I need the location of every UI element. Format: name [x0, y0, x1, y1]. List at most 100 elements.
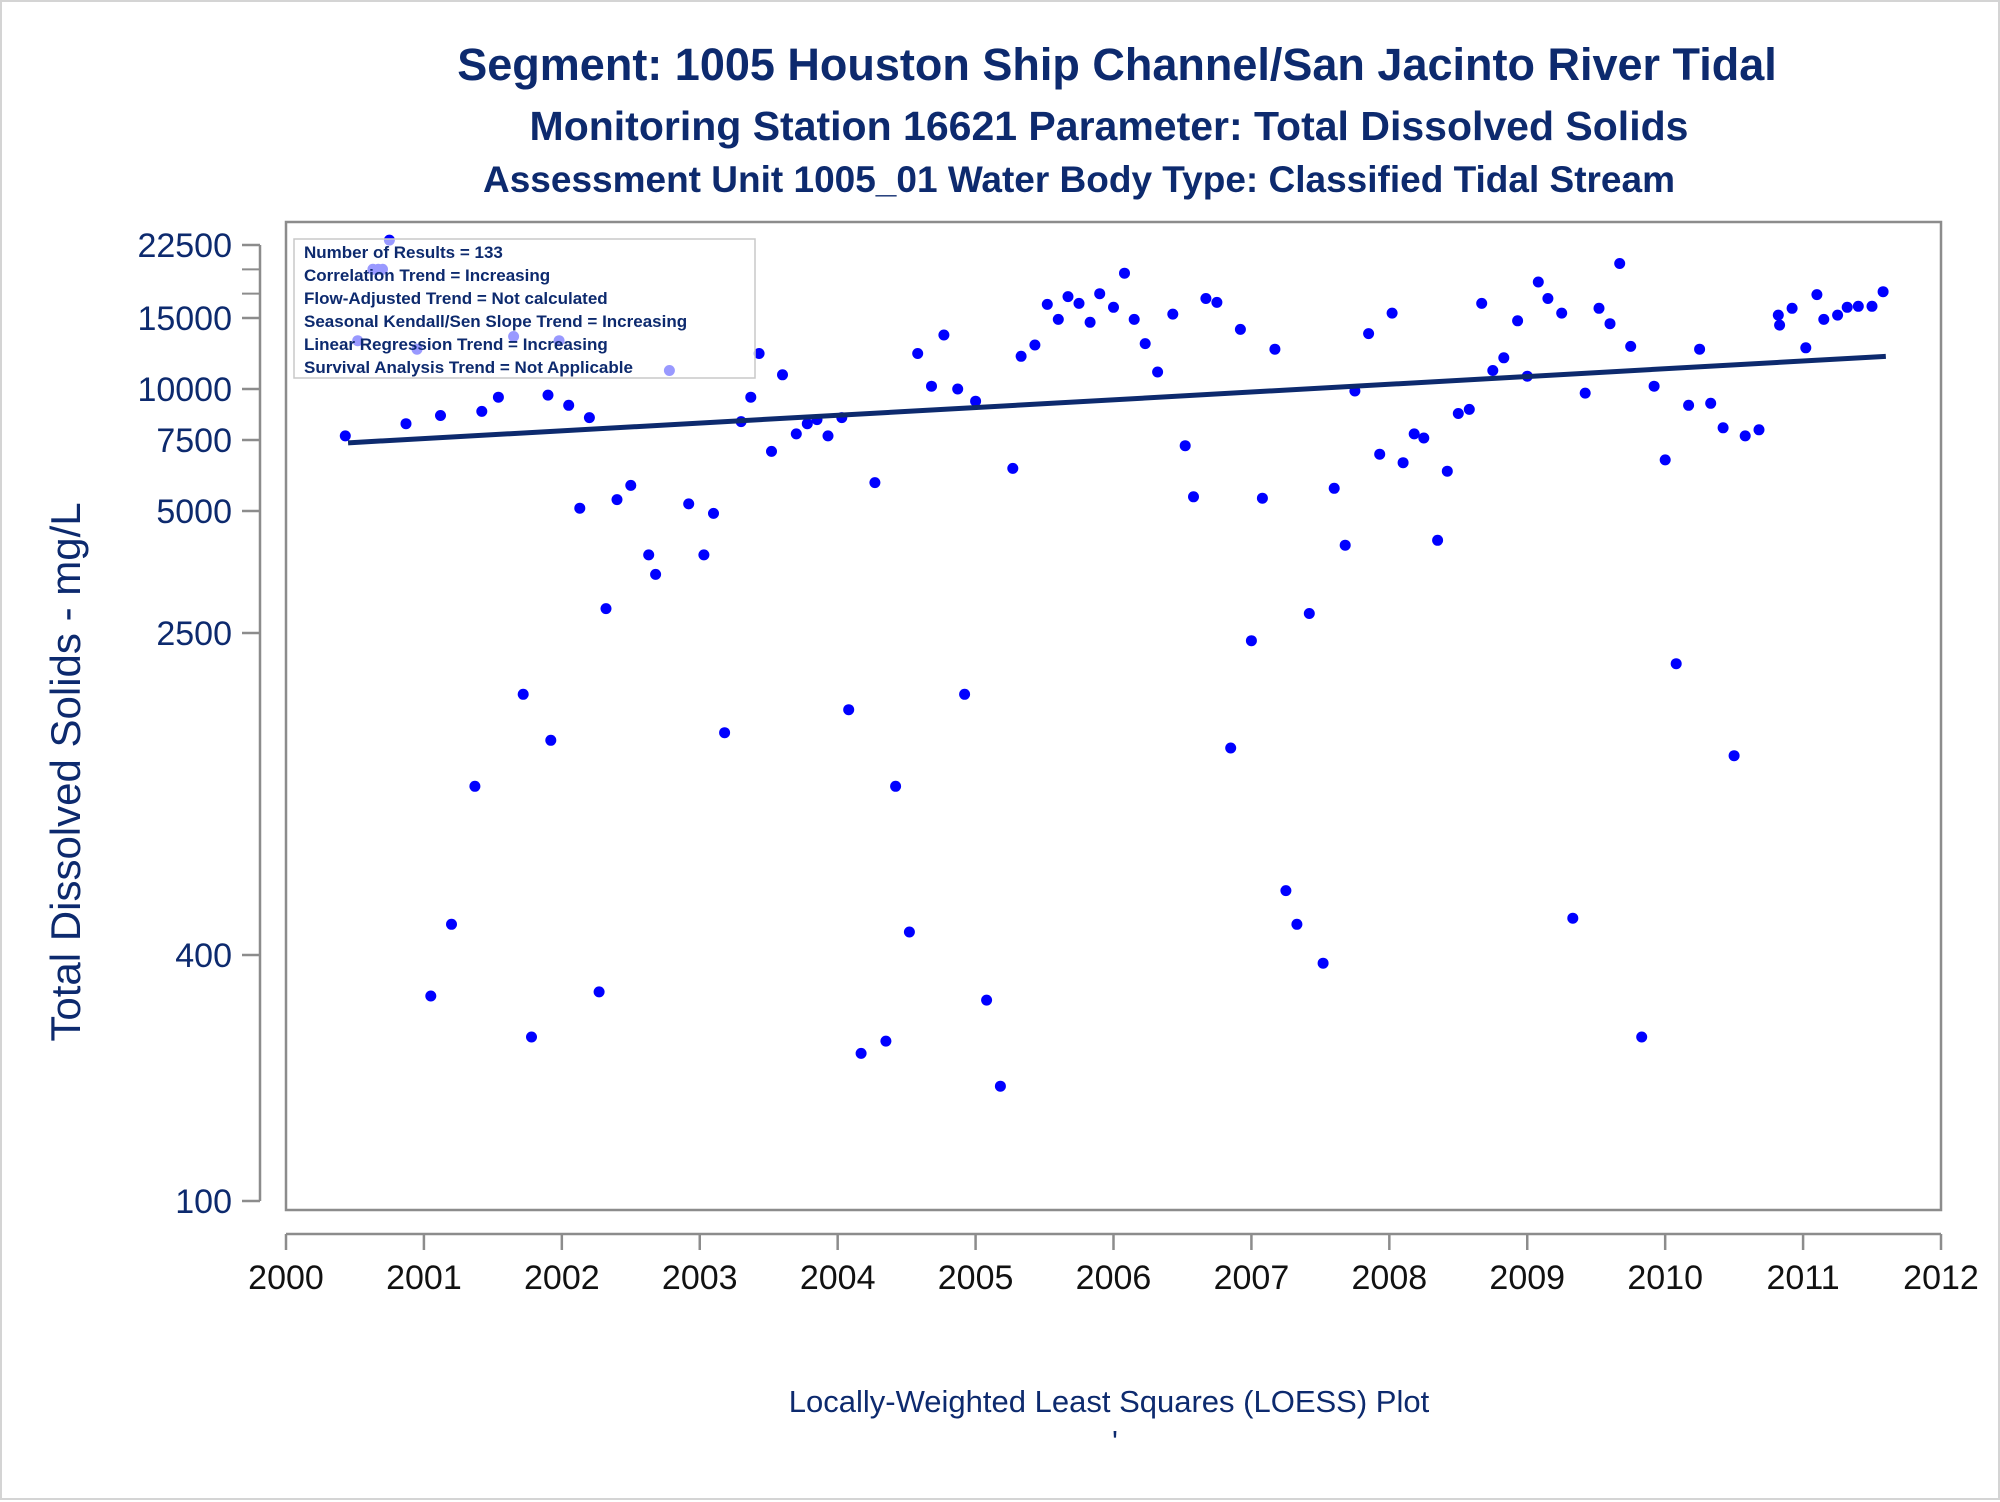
data-point — [400, 418, 412, 430]
y-tick-label: 15000 — [137, 300, 232, 338]
data-point — [1179, 440, 1191, 452]
data-point — [1852, 300, 1864, 312]
data-point — [1408, 428, 1420, 440]
data-point — [1614, 258, 1626, 269]
data-point — [981, 994, 993, 1006]
data-point — [1728, 750, 1740, 762]
x-tick-label: 2012 — [1903, 1259, 1979, 1297]
data-point — [1139, 338, 1151, 350]
data-point — [476, 405, 488, 417]
data-point — [970, 395, 982, 407]
x-tick-label: 2008 — [1352, 1259, 1428, 1297]
data-point — [708, 507, 719, 519]
data-point — [446, 918, 457, 930]
data-point — [994, 1080, 1006, 1092]
data-point — [1800, 342, 1812, 354]
data-point — [822, 430, 834, 442]
data-point — [1772, 309, 1784, 321]
footnote: Locally-Weighted Least Squares (LOESS) P… — [789, 1384, 1430, 1419]
annotation-line-6: Survival Analysis Trend = Not Applicable — [304, 358, 633, 377]
data-point — [855, 1047, 867, 1059]
annotation-line-4: Seasonal Kendall/Sen Slope Trend = Incre… — [304, 312, 687, 331]
data-point — [959, 688, 971, 700]
x-tick-label: 2003 — [662, 1259, 738, 1297]
data-point — [1094, 288, 1106, 300]
data-point — [766, 445, 777, 457]
x-axis: 2000 2001 2002 2003 2004 2005 2006 2007 2008 2009… — [248, 1232, 1979, 1297]
data-point — [643, 549, 655, 561]
data-point — [912, 348, 924, 359]
data-point — [1717, 422, 1729, 434]
x-tick-label: 2010 — [1627, 1259, 1703, 1297]
data-point — [600, 603, 612, 615]
data-point — [1211, 296, 1223, 308]
data-point — [719, 727, 731, 739]
data-point — [1029, 339, 1041, 351]
data-point — [777, 369, 788, 381]
data-point — [1200, 293, 1212, 304]
data-point — [1441, 465, 1453, 477]
data-point — [698, 549, 710, 561]
data-point — [1339, 539, 1351, 551]
y-tick-label: 22500 — [137, 227, 232, 265]
data-point — [1328, 482, 1340, 494]
data-point — [801, 418, 813, 430]
data-point — [593, 986, 605, 998]
data-point — [1786, 302, 1798, 314]
data-point — [1108, 301, 1119, 313]
data-point — [1386, 307, 1398, 319]
data-point — [650, 568, 662, 580]
plot-area — [284, 220, 1943, 1212]
data-point — [1593, 302, 1605, 314]
data-point — [1579, 387, 1591, 399]
data-point — [583, 412, 595, 424]
data-point — [880, 1035, 892, 1047]
data-point — [1397, 457, 1409, 469]
data-point — [1487, 365, 1499, 376]
data-point — [1280, 885, 1292, 897]
data-point — [1245, 635, 1257, 647]
data-point — [790, 428, 802, 440]
data-point — [1818, 313, 1830, 325]
data-point — [1753, 424, 1765, 436]
data-point — [542, 389, 554, 401]
data-point — [1811, 289, 1823, 301]
data-point — [339, 430, 351, 442]
chart-title: Segment: 1005 Houston Ship Channel/San J… — [457, 39, 1776, 90]
data-point — [926, 380, 937, 392]
chart-subtitle-2: Assessment Unit 1005_01 Water Body Type:… — [483, 159, 1675, 200]
y-tick-label: 100 — [175, 1183, 232, 1221]
data-point — [683, 498, 695, 510]
data-point — [517, 688, 529, 700]
data-point — [938, 329, 950, 341]
data-point — [1694, 343, 1706, 355]
data-point — [1683, 399, 1695, 411]
data-point — [903, 926, 915, 938]
data-point — [611, 494, 623, 506]
x-tick-label: 2004 — [800, 1259, 876, 1297]
data-point — [1418, 432, 1430, 444]
data-point — [1152, 366, 1164, 378]
data-point — [435, 410, 446, 421]
data-point — [1832, 309, 1844, 321]
data-point — [1670, 658, 1682, 670]
data-point — [1604, 318, 1616, 330]
y-tick-label: 2500 — [156, 615, 232, 653]
data-point — [1625, 340, 1637, 352]
data-point — [1452, 408, 1464, 419]
data-point — [890, 780, 902, 792]
data-point — [1234, 323, 1246, 335]
chart-subtitle: Monitoring Station 16621 Parameter: Tota… — [530, 103, 1689, 149]
annotation-box: Number of Results = 133 Correlation Tren… — [293, 238, 756, 379]
data-point — [1532, 276, 1544, 288]
data-point — [1007, 462, 1019, 474]
x-tick-label: 2011 — [1767, 1259, 1840, 1297]
data-point — [1659, 454, 1671, 466]
data-point — [625, 479, 637, 491]
x-tick-label: 2002 — [524, 1259, 600, 1297]
data-point — [745, 391, 757, 403]
data-point — [1636, 1031, 1648, 1043]
data-point — [1374, 448, 1386, 460]
